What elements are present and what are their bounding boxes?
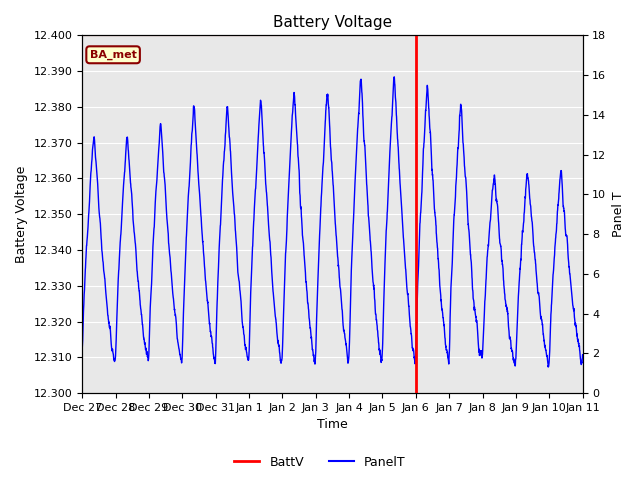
Legend: BattV, PanelT: BattV, PanelT [229, 451, 411, 474]
Title: Battery Voltage: Battery Voltage [273, 15, 392, 30]
Y-axis label: Panel T: Panel T [612, 192, 625, 237]
Y-axis label: Battery Voltage: Battery Voltage [15, 166, 28, 263]
Text: BA_met: BA_met [90, 49, 136, 60]
X-axis label: Time: Time [317, 419, 348, 432]
